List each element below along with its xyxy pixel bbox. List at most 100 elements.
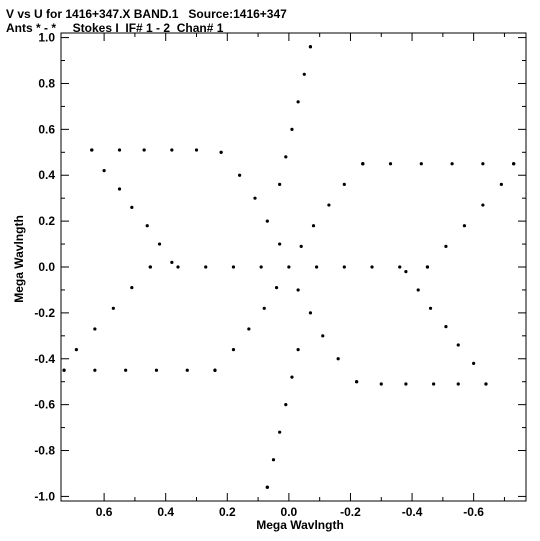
- data-point: [290, 127, 294, 131]
- y-tick-label: 0.6: [38, 122, 55, 136]
- data-point: [296, 288, 300, 292]
- data-point: [213, 368, 217, 372]
- axis-tick-labels: 0.6 0.4 0.2 0.0 -0.2 -0.4 -0.6 1.0 0.8 0.6 0.4 0.2 0…: [34, 31, 484, 519]
- data-point: [404, 382, 408, 386]
- data-point: [274, 286, 279, 290]
- data-point: [444, 325, 448, 329]
- y-tick-label: -1.0: [34, 489, 55, 503]
- data-point: [231, 347, 236, 352]
- data-point: [262, 306, 266, 310]
- data-point: [287, 265, 291, 269]
- data-point: [194, 148, 199, 152]
- data-point: [456, 382, 460, 386]
- data-point: [259, 265, 263, 269]
- data-point: [62, 368, 66, 372]
- data-point: [481, 203, 485, 207]
- data-point: [278, 430, 282, 434]
- data-point: [336, 357, 340, 361]
- data-point: [327, 203, 331, 207]
- data-point: [481, 162, 485, 166]
- data-point: [145, 224, 149, 228]
- data-point: [404, 269, 408, 274]
- data-point: [450, 162, 454, 166]
- data-point: [130, 286, 134, 290]
- data-point: [432, 382, 436, 386]
- data-point: [102, 169, 106, 173]
- data-point: [148, 265, 152, 269]
- y-axis-label: Mega Wavlngth: [12, 215, 26, 303]
- data-point: [185, 368, 189, 372]
- data-point: [296, 347, 300, 352]
- data-point: [499, 182, 503, 187]
- data-point: [419, 162, 423, 166]
- data-point: [355, 380, 359, 384]
- y-tick-label: -0.2: [34, 306, 55, 320]
- y-tick-label: 0.8: [38, 76, 55, 90]
- data-point: [219, 150, 223, 154]
- data-point: [93, 327, 97, 331]
- data-point: [111, 306, 115, 310]
- data-point: [444, 244, 448, 248]
- data-point: [398, 265, 402, 269]
- x-tick-label: 0.4: [157, 505, 174, 519]
- data-point: [130, 205, 134, 209]
- data-point: [204, 265, 208, 269]
- data-point: [302, 72, 306, 76]
- data-point: [321, 334, 325, 338]
- data-point: [176, 265, 180, 269]
- x-tick-label: -0.4: [402, 505, 423, 519]
- data-point: [284, 155, 288, 159]
- data-point: [472, 361, 476, 365]
- chart-subtitle: Ants * - * Stokes I IF# 1 - 2 Chan# 1: [6, 21, 224, 35]
- data-point: [299, 244, 303, 248]
- data-point: [308, 45, 313, 49]
- data-point: [462, 224, 467, 228]
- x-tick-label: -0.2: [340, 505, 361, 519]
- data-point: [311, 224, 316, 228]
- data-point: [278, 242, 282, 246]
- data-point: [314, 265, 319, 269]
- data-point: [308, 311, 313, 315]
- data-point: [142, 148, 146, 152]
- data-point: [370, 265, 374, 269]
- data-point: [265, 219, 269, 223]
- x-tick-label: -0.6: [463, 505, 484, 519]
- data-point: [90, 148, 94, 152]
- data-point: [342, 265, 346, 269]
- y-tick-label: -0.8: [34, 444, 55, 458]
- data-point: [154, 368, 159, 372]
- data-point: [271, 458, 276, 462]
- data-point: [342, 182, 346, 187]
- data-point: [117, 148, 122, 152]
- y-tick-label: 1.0: [38, 31, 55, 45]
- data-point: [157, 242, 162, 246]
- y-tick-label: -0.6: [34, 398, 55, 412]
- data-point: [284, 403, 288, 407]
- data-point: [379, 382, 383, 386]
- y-tick-label: 0.2: [38, 214, 55, 228]
- y-tick-label: 0.0: [38, 260, 55, 274]
- data-point: [296, 100, 300, 104]
- chart-title: V vs U for 1416+347.X BAND.1 Source:1416…: [6, 7, 287, 21]
- x-axis-label: Mega Wavlngth: [256, 518, 344, 532]
- data-point: [290, 375, 294, 379]
- data-point: [512, 162, 516, 166]
- y-tick-label: -0.4: [34, 352, 55, 366]
- x-tick-label: 0.2: [219, 505, 236, 519]
- data-point: [484, 382, 488, 386]
- plot-frame: [60, 32, 527, 502]
- data-point: [425, 265, 430, 269]
- data-point: [388, 162, 393, 166]
- data-point: [231, 265, 236, 269]
- data-point: [456, 343, 460, 347]
- data-points: [62, 45, 516, 489]
- data-point: [74, 347, 78, 352]
- data-point: [428, 306, 433, 310]
- data-point: [117, 187, 122, 191]
- data-point: [361, 162, 365, 166]
- data-point: [238, 173, 242, 177]
- data-point: [278, 182, 282, 187]
- data-point: [253, 196, 257, 200]
- x-tick-label: 0.6: [96, 505, 113, 519]
- data-point: [93, 368, 97, 372]
